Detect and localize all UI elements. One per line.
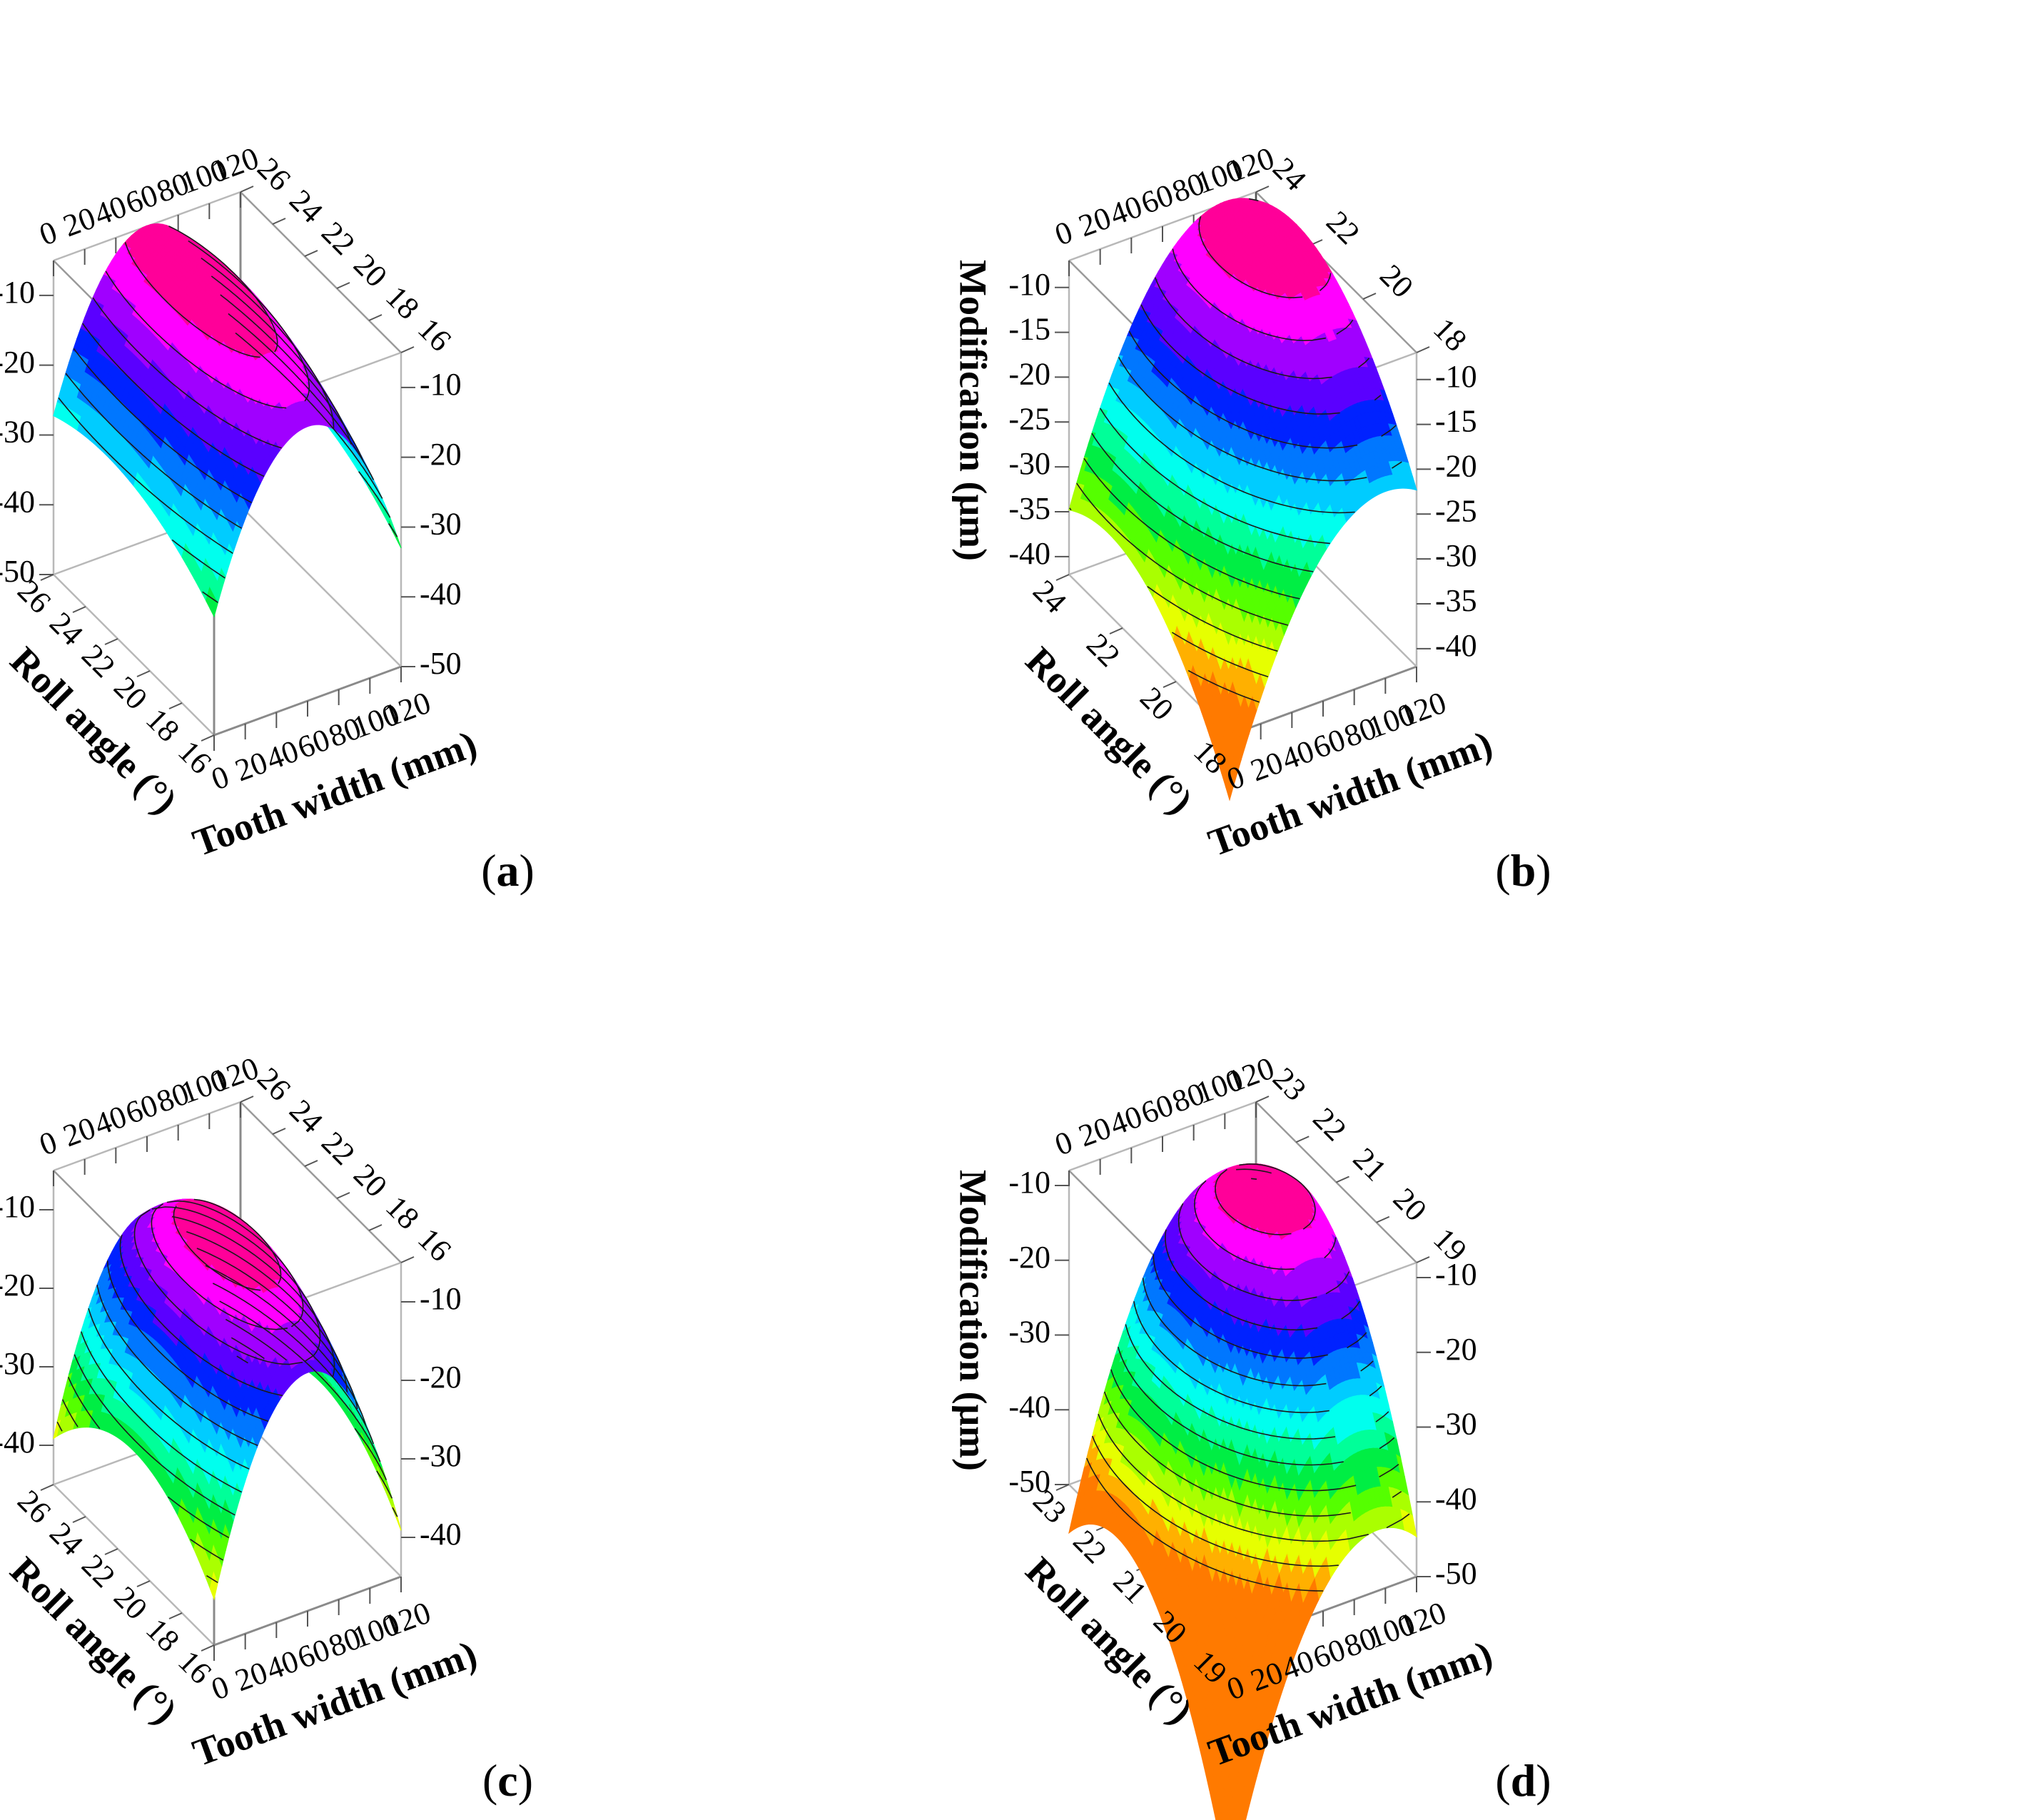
x-tick-label-top: 0 [1050,214,1077,253]
z-tick-label-right: -10 [1435,359,1477,394]
z-tick-label-right: -10 [420,367,462,402]
y-tick-mark-right [273,1128,285,1134]
z-tick-label-left: -10 [1008,267,1050,302]
z-tick-label-right: -20 [420,437,462,472]
z-tick-label-right: -40 [1435,628,1477,663]
y-tick-label-right: 22 [315,215,362,262]
z-tick-label-right: -50 [420,646,462,681]
y-tick-label: 18 [139,702,186,749]
z-tick-label-right: -15 [1435,404,1477,439]
z-tick-label-left: -35 [1008,491,1050,526]
y-tick-mark-right [240,1096,253,1102]
surface [54,1199,401,1599]
y-tick-mark-right [240,186,253,192]
z-tick-label-left: -40 [0,484,35,519]
y-tick-label-right: 18 [379,279,426,326]
y-tick-label: 24 [1026,573,1073,620]
surface-plot-c: 0020204040606080801001001201202626242422… [0,910,1016,1752]
z-tick-label-left: -10 [0,275,35,310]
y-tick-label: 24 [43,605,90,652]
y-tick-mark-right [401,347,414,353]
x-tick-label-top: 0 [35,214,61,253]
z-tick-label-left: -25 [1008,401,1050,436]
y-tick-label-right: 24 [283,183,330,230]
right-floor-edge [240,506,401,667]
z-tick-label-right: -30 [1435,538,1477,573]
y-tick-label-right: 16 [411,311,458,358]
y-tick-mark-right [1417,347,1429,353]
z-tick-label-right: -35 [1435,583,1477,618]
z-tick-label-right: -20 [1435,449,1477,484]
surface [1069,198,1417,800]
y-tick-label: 22 [1080,627,1127,674]
y-tick-mark-right [305,251,318,256]
z-tick-label-right: -30 [420,507,462,542]
y-tick-mark-right [401,1257,414,1263]
surface-plot-a: 0020204040606080801001001201202626242422… [0,0,1016,842]
y-tick-mark-right [337,1193,350,1198]
y-tick-label-right: 18 [1427,311,1474,358]
y-tick-mark-right [1256,186,1269,192]
z-tick-label-left: -30 [1008,446,1050,481]
y-tick-mark-right [305,1161,318,1166]
y-tick-label: 22 [75,637,122,684]
z-tick-label-left: -20 [0,345,35,380]
x-tick-label: 0 [207,759,233,797]
z-axis-title: Modification (μm) [952,260,995,561]
z-tick-label-right: -40 [420,576,462,611]
caption-a: (a) [0,842,1016,899]
y-tick-mark-right [273,218,285,224]
y-tick-label-right: 26 [250,151,298,198]
z-tick-label-left: -40 [1008,536,1050,571]
caption-b: (b) [1016,842,2031,899]
y-tick-label-right: 24 [1266,151,1313,198]
y-tick-mark-right [1363,293,1376,299]
y-tick-label-right: 20 [347,247,394,294]
y-tick-mark-right [369,1225,382,1230]
y-tick-label: 20 [107,669,154,717]
y-tick-mark-right [337,283,350,288]
y-tick-label-right: 20 [1373,258,1420,305]
z-tick-label-left: -30 [0,415,35,450]
y-tick-mark-right [369,315,382,320]
z-tick-label-right: -25 [1435,493,1477,528]
z-tick-label-left: -20 [1008,357,1050,392]
right-floor-edge [240,1416,401,1577]
z-tick-label-left: -15 [1008,312,1050,347]
y-tick-label: 20 [1133,680,1180,727]
z-tick-label-left: -50 [0,554,35,589]
y-tick-label-right: 22 [1320,204,1367,251]
surface-plot-b: 0020204040606080801001001201202424222220… [1016,0,2031,842]
